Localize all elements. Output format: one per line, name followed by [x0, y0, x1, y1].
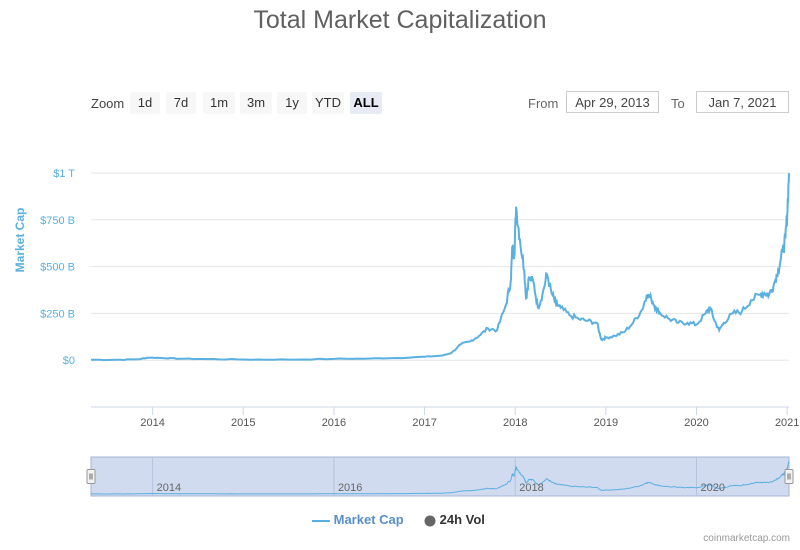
handle-grip [784, 469, 794, 484]
y-tick-label: $500 B [40, 262, 75, 274]
navigator-tick-label: 2016 [338, 482, 362, 494]
x-tick-label: 2017 [412, 417, 436, 429]
y-tick-label: $250 B [40, 308, 75, 320]
circle-legend-icon [424, 515, 436, 527]
x-tick-label: 2021 [775, 417, 799, 429]
y-tick-label: $750 B [40, 215, 75, 227]
navigator-grid [152, 457, 698, 496]
legend-item-market-cap[interactable]: Market Cap [312, 512, 404, 527]
zoom-1d-button[interactable]: 1d [130, 92, 160, 114]
legend-label-24h-vol: 24h Vol [439, 512, 485, 527]
zoom-label: Zoom [91, 96, 125, 111]
x-tick-label: 2015 [231, 417, 255, 429]
x-tick-label: 2016 [322, 417, 346, 429]
navigator-tick-label: 2014 [157, 482, 181, 494]
navigator[interactable]: 2014 2016 2018 2020 [86, 456, 794, 497]
x-tick-label: 2020 [684, 417, 708, 429]
from-label: From [528, 96, 559, 111]
line-legend-icon [312, 519, 330, 522]
credit-text: coinmarketcap.com [703, 533, 790, 544]
grid-lines [91, 172, 789, 361]
zoom-1m-button[interactable]: 1m [203, 92, 235, 114]
navigator-left-handle[interactable] [86, 469, 96, 484]
y-axis-ticks: $0 $250 B $500 B $750 B $1 T [40, 168, 75, 367]
to-label: To [671, 96, 685, 111]
legend-label-market-cap: Market Cap [333, 512, 404, 527]
x-tick-label: 2014 [140, 417, 164, 429]
handle-grip [86, 469, 96, 484]
to-date-input[interactable]: Jan 7, 2021 [696, 91, 789, 113]
zoom-all-button[interactable]: ALL [350, 92, 382, 114]
navigator-tick-label: 2020 [701, 482, 725, 494]
navigator-selection[interactable] [90, 456, 790, 497]
navigator-tick-label: 2018 [519, 482, 543, 494]
zoom-1y-button[interactable]: 1y [277, 92, 307, 114]
x-axis-ticks: 2014 2015 2016 2017 2018 2019 2020 2021 [140, 407, 799, 429]
from-date-input[interactable]: Apr 29, 2013 [566, 91, 659, 113]
chart-title: Total Market Capitalization [253, 6, 547, 34]
zoom-ytd-button[interactable]: YTD [312, 92, 344, 114]
y-tick-label: $0 [63, 355, 75, 367]
x-tick-label: 2018 [503, 417, 527, 429]
navigator-ticks: 2014 2016 2018 2020 [157, 482, 725, 494]
market-cap-series-line [91, 172, 790, 362]
y-tick-label: $1 T [53, 168, 75, 180]
navigator-series-line [91, 460, 790, 495]
y-axis-label: Market Cap [13, 208, 27, 273]
legend-item-24h-vol[interactable]: 24h Vol [424, 512, 485, 527]
zoom-7d-button[interactable]: 7d [166, 92, 196, 114]
x-tick-label: 2019 [594, 417, 618, 429]
navigator-right-handle[interactable] [784, 469, 794, 484]
zoom-3m-button[interactable]: 3m [240, 92, 272, 114]
